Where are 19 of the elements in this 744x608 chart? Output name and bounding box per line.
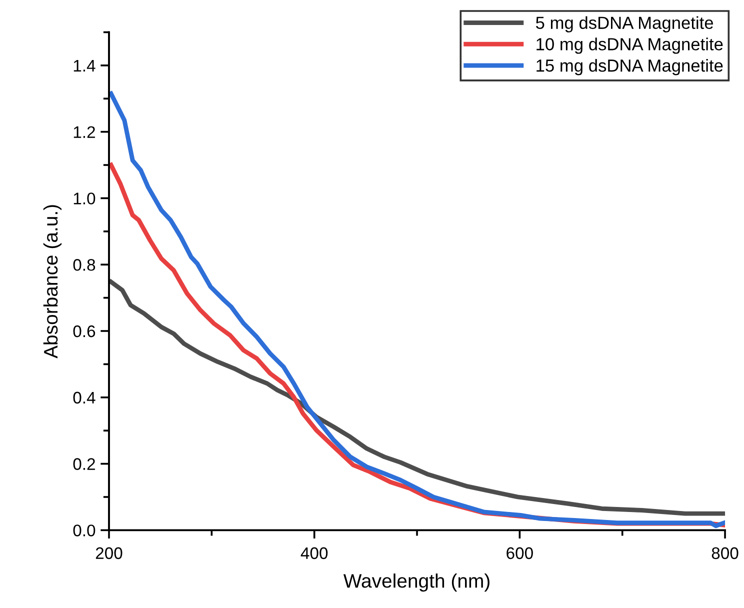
y-tick-label: 0.2 [73, 458, 95, 470]
legend-label: 10 mg dsDNA Magnetite [536, 38, 723, 54]
y-tick-label: 0.4 [73, 392, 96, 404]
y-axis-title: Absorbance (a.u.) [43, 205, 62, 358]
y-tick-label: 1.2 [74, 126, 95, 138]
y-tick-label: 1.0 [74, 192, 96, 204]
y-tick-label: 1.4 [74, 60, 96, 72]
x-tick-label: 400 [300, 547, 328, 560]
x-tick-label: 600 [506, 547, 533, 560]
x-tick-label: 800 [712, 547, 738, 560]
y-tick-label: 0.0 [73, 524, 96, 536]
line-series [108, 280, 726, 516]
y-tick-label: 0.6 [73, 325, 96, 338]
x-axis-title: Wavelength (nm) [343, 573, 490, 592]
line-series [108, 91, 726, 528]
x-tick-label: 200 [96, 547, 122, 560]
y-tick-label: 0.8 [73, 259, 96, 271]
legend-label: 5 mg dsDNA Magnetite [536, 16, 714, 32]
legend-label: 15 mg dsDNA Magnetite [536, 59, 723, 76]
